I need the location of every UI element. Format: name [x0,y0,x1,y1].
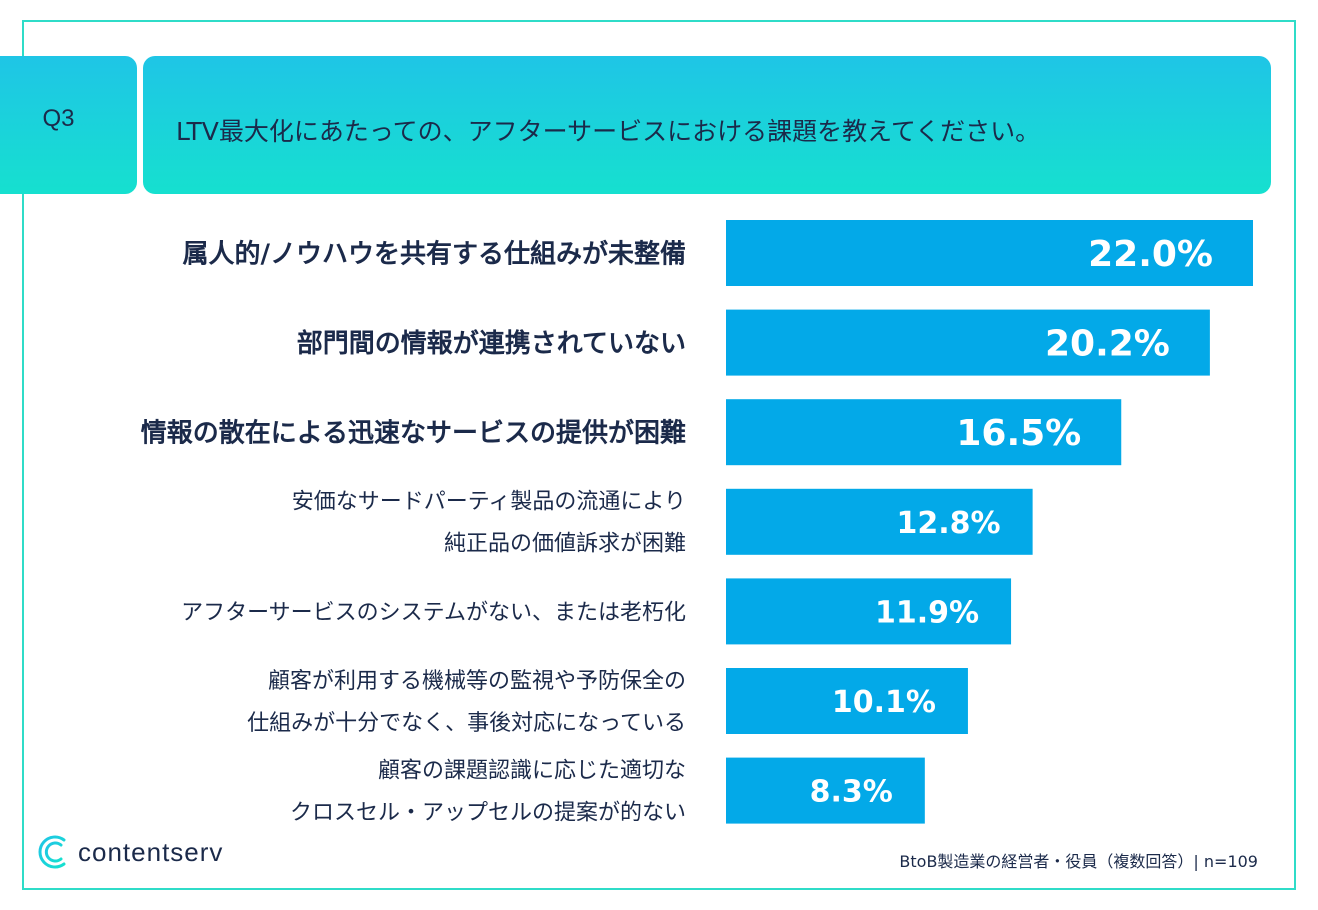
value-label-5: 11.9% [875,595,979,630]
category-label-7-line-2: クロスセル・アップセルの提案が的ない [290,801,686,826]
category-label-3: 情報の散在による迅速なサービスの提供が困難 [141,418,686,449]
bar-4 [726,488,1033,555]
bar-1 [726,220,1253,286]
brand-name: contentserv [78,836,224,867]
brand-logo: contentserv [34,832,223,872]
category-label-4-line-2: 純正品の価値訴求が困難 [444,532,686,557]
bar-3 [726,399,1122,466]
bar-2 [726,309,1210,376]
category-label-1: 属人的/ノウハウを共有する仕組みが未整備 [183,238,687,269]
value-label-6: 10.1% [832,685,936,720]
category-label-5: アフターサービスのシステムがない、または老朽化 [181,600,686,625]
value-label-7: 8.3% [810,775,893,810]
value-label-2: 20.2% [1045,324,1170,365]
bar-5 [726,578,1012,645]
category-label-6-line-2: 仕組みが十分でなく、事後対応になっている [247,711,686,736]
category-label-7-line-1: 顧客の課題認識に応じた適切な [378,759,686,784]
question-number: Q3 [42,105,75,132]
category-label-4-line-1: 安価なサードパーティ製品の流通により [292,490,686,515]
bar-7 [726,757,925,824]
category-label-6-line-1: 顧客が利用する機械等の監視や予防保全の [268,669,686,694]
question-header: LTV最大化にあたっての、アフターサービスにおける課題を教えてください。 [143,56,1271,194]
value-label-4: 12.8% [897,506,1001,541]
contentserv-logo-icon [38,835,66,869]
category-label-2: 部門間の情報が連携されていない [297,328,686,359]
question-text: LTV最大化にあたっての、アフターサービスにおける課題を教えてください。 [176,117,1041,146]
value-label-3: 16.5% [956,413,1081,454]
question-number-tab: Q3 [0,56,137,194]
bar-6 [726,668,968,734]
chart-frame [22,20,1296,890]
value-label-1: 22.0% [1088,234,1213,275]
sample-note: BtoB製造業の経営者・役員（複数回答）| n=109 [899,852,1258,871]
